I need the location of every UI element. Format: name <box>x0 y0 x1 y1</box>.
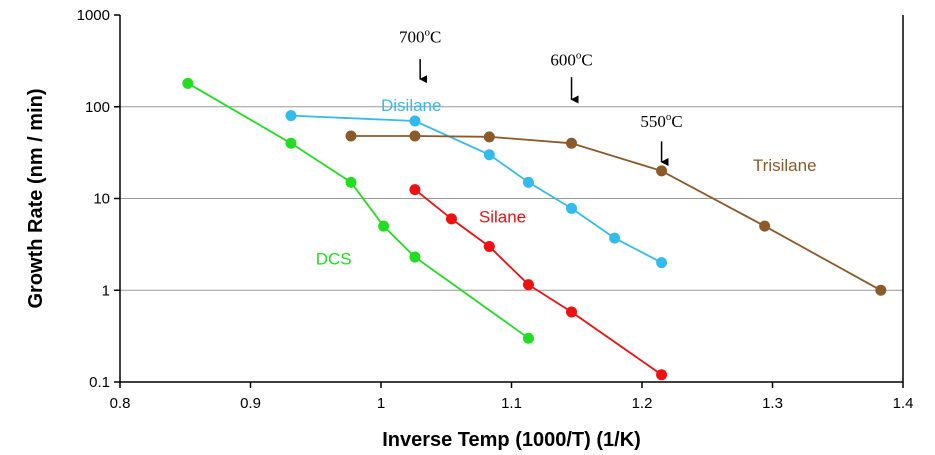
data-point-disilane <box>656 257 668 269</box>
temperature-label: 700oC <box>399 27 441 47</box>
data-point-silane <box>566 306 578 318</box>
x-axis-title: Inverse Temp (1000/T) (1/K) <box>382 429 641 451</box>
x-tick-label: 1.3 <box>762 395 783 412</box>
data-point-trisilane <box>759 220 771 232</box>
series-line-dcs <box>187 82 530 339</box>
data-point-disilane <box>522 176 534 188</box>
data-point-trisilane <box>345 130 357 142</box>
data-point-trisilane <box>483 131 495 143</box>
data-point-disilane <box>483 149 495 161</box>
data-point-dcs <box>409 251 421 263</box>
y-axis-title: Growth Rate (nm / min) <box>25 89 47 309</box>
data-point-disilane <box>285 110 297 122</box>
series-label-silane: Silane <box>479 207 526 226</box>
series-group <box>182 77 887 381</box>
temperature-annotations: 700oC 600oC 550oC <box>399 27 683 166</box>
y-tick-label: 1000 <box>77 7 110 24</box>
data-point-disilane <box>566 202 578 214</box>
data-point-silane <box>656 369 668 381</box>
data-point-disilane <box>609 232 621 244</box>
x-tick-label: 0.8 <box>110 395 131 412</box>
data-point-trisilane <box>566 137 578 149</box>
data-point-dcs <box>378 220 390 232</box>
y-tick-label: 10 <box>93 191 110 208</box>
data-point-disilane <box>409 115 421 127</box>
y-tick-label: 1 <box>102 282 110 299</box>
x-tick-label: 1.4 <box>893 395 914 412</box>
data-point-silane <box>445 213 457 225</box>
series-label-disilane: Disilane <box>381 96 441 115</box>
data-point-dcs <box>522 332 534 344</box>
data-point-dcs <box>182 77 194 89</box>
data-point-silane <box>483 240 495 252</box>
temperature-label: 600oC <box>550 50 592 70</box>
x-tick-label: 0.9 <box>240 395 261 412</box>
y-tick-label: 100 <box>85 99 110 116</box>
axes: 0.1 1 10 100 1000 0.8 0.9 1 1.1 1.2 1.3 1.4 <box>77 7 914 412</box>
series-labels: Disilane Trisilane Silane DCS <box>316 96 817 269</box>
x-tick-label: 1.1 <box>501 395 522 412</box>
series-line-silane <box>414 188 663 376</box>
gridlines <box>120 106 903 291</box>
data-point-trisilane <box>409 130 421 142</box>
temperature-label: 550oC <box>640 111 682 131</box>
data-point-dcs <box>285 137 297 149</box>
data-point-trisilane <box>875 284 887 296</box>
x-tick-label: 1 <box>377 395 385 412</box>
data-point-trisilane <box>656 165 668 177</box>
data-point-silane <box>409 184 421 196</box>
series-label-dcs: DCS <box>316 250 352 269</box>
series-label-trisilane: Trisilane <box>753 156 817 175</box>
data-point-dcs <box>345 176 357 188</box>
y-tick-label: 0.1 <box>89 374 110 391</box>
x-tick-label: 1.2 <box>632 395 653 412</box>
data-point-silane <box>522 279 534 291</box>
